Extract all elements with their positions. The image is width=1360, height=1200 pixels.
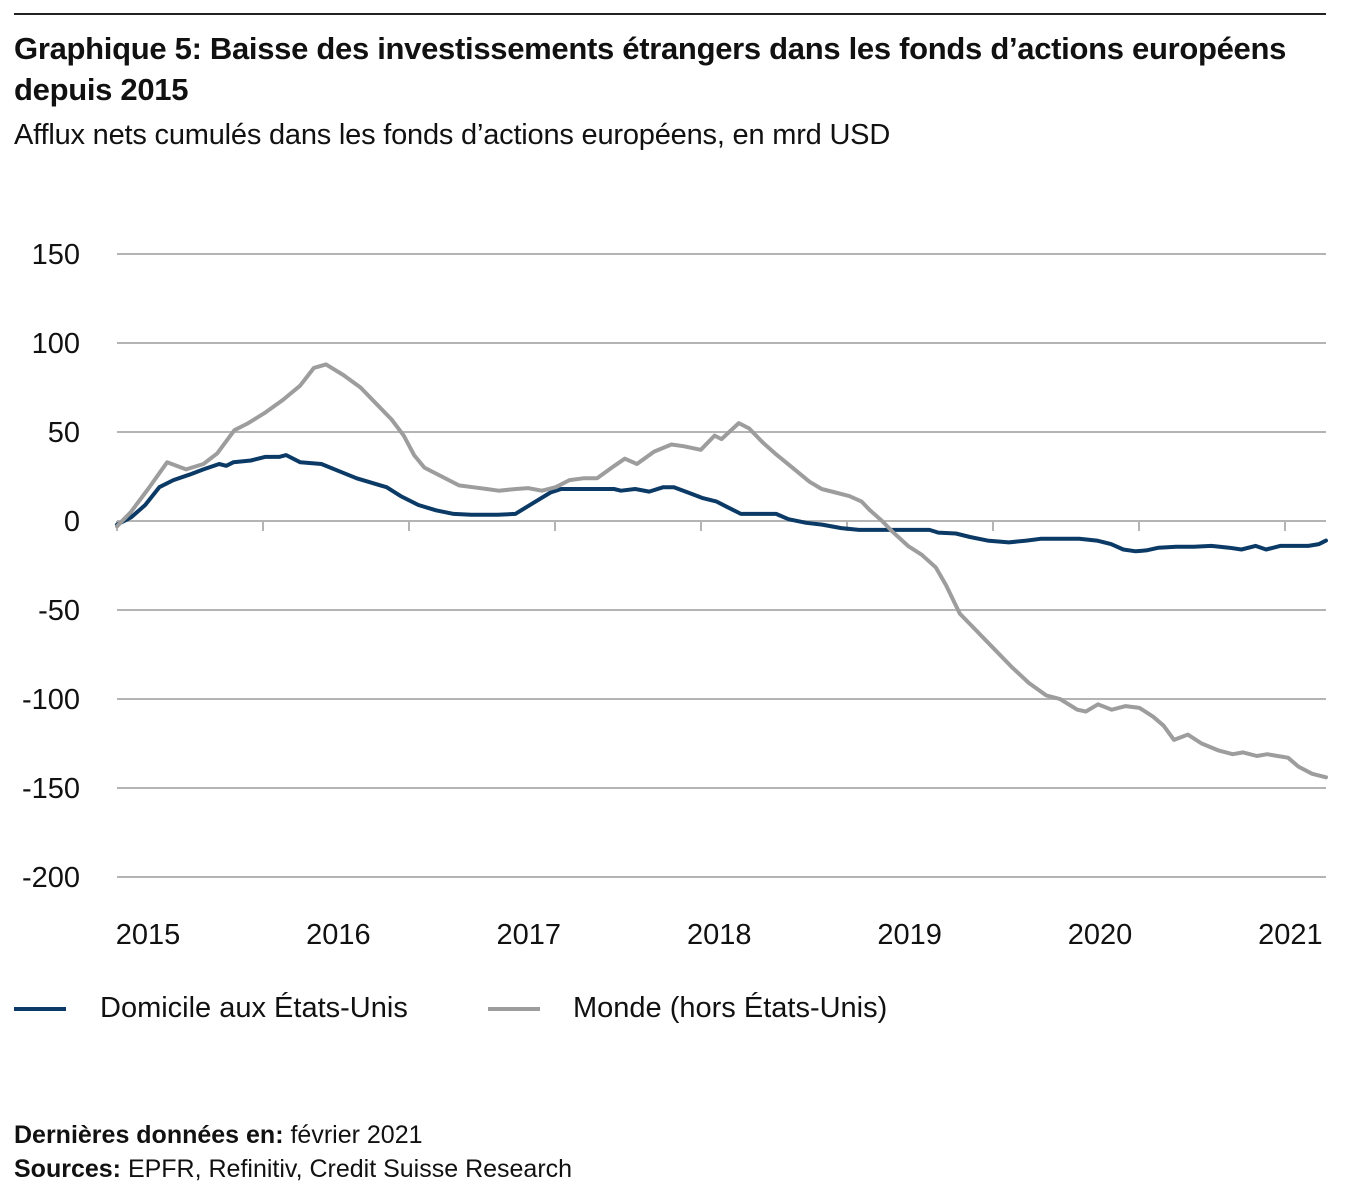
x-tick-label: 2015 [116,919,181,951]
sources-label: Sources: [14,1155,121,1183]
chart-title: Graphique 5: Baisse des investissements … [14,31,1287,107]
legend-swatch-us [14,1007,66,1011]
series-lines [115,362,1328,780]
series-line-world [115,362,1328,780]
top-rule [14,13,1326,15]
x-tick-label: 2017 [497,919,562,951]
y-tick-label: 0 [64,506,80,538]
last-data-note: Dernières données en: février 2021 [14,1118,572,1152]
last-data-value: février 2021 [290,1121,423,1149]
x-tick-label: 2021 [1258,919,1323,951]
series-line-us [115,453,1328,554]
x-tick-label: 2018 [687,919,752,951]
footer: Dernières données en: février 2021 Sourc… [14,1118,572,1186]
y-axis: 150 100 50 0 -50 -100 -150 -200 [22,239,80,894]
sources-value: EPFR, Refinitiv, Credit Suisse Research [127,1155,573,1183]
x-tick-label: 2020 [1068,919,1133,951]
legend-label-us: Domicile aux États-Unis [100,992,408,1024]
legend-swatch-world [488,1007,540,1011]
y-tick-label: -50 [38,595,80,627]
y-tick-label: 100 [32,328,80,360]
y-tick-label: -100 [22,684,80,716]
x-tick-label: 2016 [306,919,371,951]
y-tick-label: 150 [32,239,80,271]
y-tick-label: 50 [48,417,80,449]
chart-subtitle: Afflux nets cumulés dans les fonds d’act… [14,119,891,151]
last-data-label: Dernières données en: [14,1121,284,1149]
y-tick-label: -150 [22,773,80,805]
x-axis: 2015 2016 2017 2018 2019 2020 2021 [116,521,1323,951]
legend-label-world: Monde (hors États-Unis) [573,992,888,1024]
gridlines [117,253,1326,878]
x-tick-label: 2019 [877,919,942,951]
sources-note: Sources: EPFR, Refinitiv, Credit Suisse … [14,1152,572,1186]
y-tick-label: -200 [22,862,80,894]
